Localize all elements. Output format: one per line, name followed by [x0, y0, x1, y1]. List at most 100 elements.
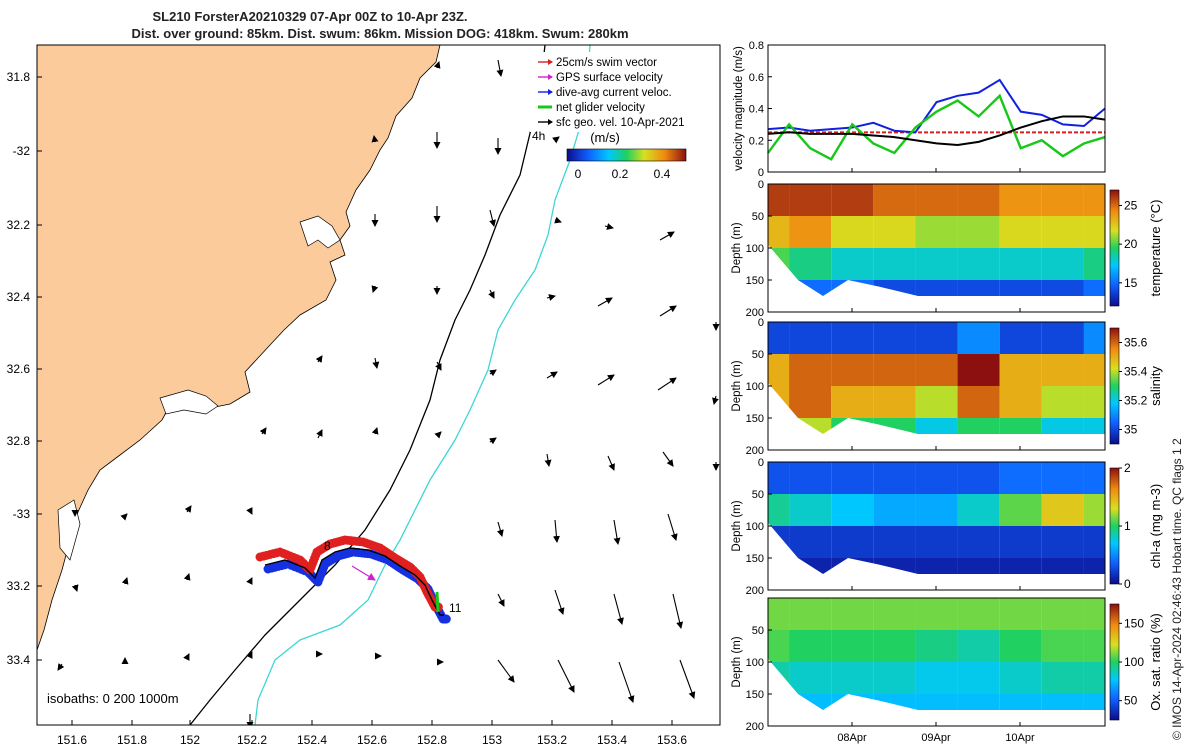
geo-velocity-arrow [618, 661, 635, 703]
y-tick-label: 50 [752, 489, 764, 501]
time-tick-label: 08Apr [837, 732, 867, 744]
geo-velocity-arrow [672, 593, 684, 629]
colorbar [1109, 603, 1120, 721]
heatmap-cell [915, 280, 958, 296]
heatmap-cell [957, 322, 1000, 354]
heatmap-cell [873, 386, 916, 418]
geo-velocity-arrow [184, 505, 192, 513]
heatmap-cell [831, 462, 874, 494]
colorbar-tick-label: 35.6 [1124, 336, 1148, 350]
heatmap-cell [873, 322, 916, 354]
y-tick-label: 100 [746, 243, 764, 255]
heatmap-cell [789, 630, 832, 662]
heatmap-cell [915, 598, 958, 630]
heatmap-cell [999, 558, 1042, 574]
map-y-tick-label: 33.4 [7, 653, 31, 667]
heatmap-cell [915, 354, 958, 386]
heatmap-cell [789, 248, 832, 280]
geo-velocity-arrow [712, 395, 719, 405]
panel-1: 0 50 100 150 200 Depth (m) 25 20 15 temperature (… [731, 179, 1163, 319]
heatmap-cell [999, 354, 1042, 386]
heatmap-cell [831, 248, 874, 280]
heatmap-cell [915, 662, 958, 694]
map-y-ticks: 31.8 -32 32.2 32.4 32.6 32.8 -33 33.2 33.4 [7, 70, 42, 667]
colorbar-tick-label: 35.4 [1124, 365, 1148, 379]
heatmap-cell [915, 558, 958, 574]
heatmap-cell [831, 598, 874, 630]
y-tick-label: 0 [758, 457, 764, 469]
y-tick-label: 100 [746, 657, 764, 669]
map-x-tick-label: 151.6 [57, 733, 87, 747]
heatmap-cell [957, 494, 1000, 526]
heatmap-cell [768, 494, 790, 526]
heatmap-cell [831, 386, 874, 418]
geo-velocity-arrow [613, 593, 624, 625]
y-tick-label: 200 [746, 721, 764, 733]
heatmap-cell [1041, 216, 1084, 248]
heatmap-cell [1083, 558, 1105, 574]
heatmap-cell [915, 248, 958, 280]
geo-velocity-arrow [546, 294, 556, 301]
heatmap-cell [1041, 248, 1084, 280]
geo-velocity-arrow [662, 451, 674, 467]
heatmap-cell [1041, 386, 1084, 418]
heatmap-cell [789, 354, 832, 386]
map-x-tick-label: 153 [482, 733, 502, 747]
isobath-1000m [254, 45, 591, 725]
geo-velocity-arrow [546, 371, 558, 379]
heatmap-cell [999, 630, 1042, 662]
heatmap-cell [999, 248, 1042, 280]
heatmap-cell [1083, 630, 1105, 662]
heatmap-cell [999, 494, 1042, 526]
geo-velocity-arrow [246, 507, 253, 515]
heatmap-cell [831, 184, 874, 216]
colorbar-tick-label: 15 [1124, 276, 1138, 290]
map-x-tick-label: 152.4 [297, 733, 327, 747]
heatmap-cell [789, 462, 832, 494]
heatmap-cell [873, 184, 916, 216]
heatmap-cell [1041, 184, 1084, 216]
geo-velocity-arrow [607, 455, 615, 471]
geo-velocity-arrow [604, 223, 614, 230]
heatmap-cell [873, 462, 916, 494]
heatmap-cell [1083, 280, 1105, 296]
heatmap-cell [915, 462, 958, 494]
heatmap-cell [1041, 322, 1084, 354]
heatmap-cell [1041, 280, 1084, 296]
heatmap-cell [1083, 418, 1105, 434]
panel-0: 0 0.2 0.4 0.6 0.8 velocity magnitude (m/s) [733, 40, 1106, 179]
y-tick-label: 100 [746, 381, 764, 393]
colorbar-label: temperature (°C) [1148, 200, 1163, 297]
geo-velocity-arrow [371, 427, 379, 435]
y-tick-label: 150 [746, 413, 764, 425]
geo-velocity-arrow [246, 577, 253, 585]
legend-label: net glider velocity [556, 102, 645, 114]
geo-velocity-arrow [183, 653, 190, 661]
y-tick-label: 0.8 [749, 40, 764, 52]
geo-velocity-arrow [120, 513, 128, 521]
heatmap-cell [915, 418, 958, 434]
credit-text: © IMOS 14-Apr-2024 02:46:43 Hobart time.… [1170, 438, 1184, 740]
heatmap-cell [789, 184, 832, 216]
geo-velocity-arrow [613, 519, 621, 545]
heatmap-cell [915, 494, 958, 526]
heatmap-cell [915, 322, 958, 354]
y-tick-label: 50 [752, 349, 764, 361]
map-y-tick-label: 32.2 [7, 218, 31, 232]
geo-velocity-arrow [552, 136, 560, 144]
colorbar-tick-label: 20 [1124, 237, 1138, 251]
map-x-tick-label: 151.8 [117, 733, 147, 747]
heatmap-cell [957, 526, 1000, 558]
heatmap-cell [1083, 354, 1105, 386]
heatmap-cell [768, 216, 790, 248]
heatmap-cell [957, 216, 1000, 248]
heatmap-cell [957, 184, 1000, 216]
time-tick-label: 10Apr [1005, 732, 1035, 744]
time-series-panels: 0 0.2 0.4 0.6 0.8 velocity magnitude (m/s) 0 50… [731, 40, 1163, 744]
heatmap-cell [789, 386, 832, 418]
geo-velocity-arrows [57, 57, 720, 725]
heatmap-cell [915, 630, 958, 662]
heatmap-cell [768, 462, 790, 494]
track-label-end: 11 [449, 601, 462, 615]
